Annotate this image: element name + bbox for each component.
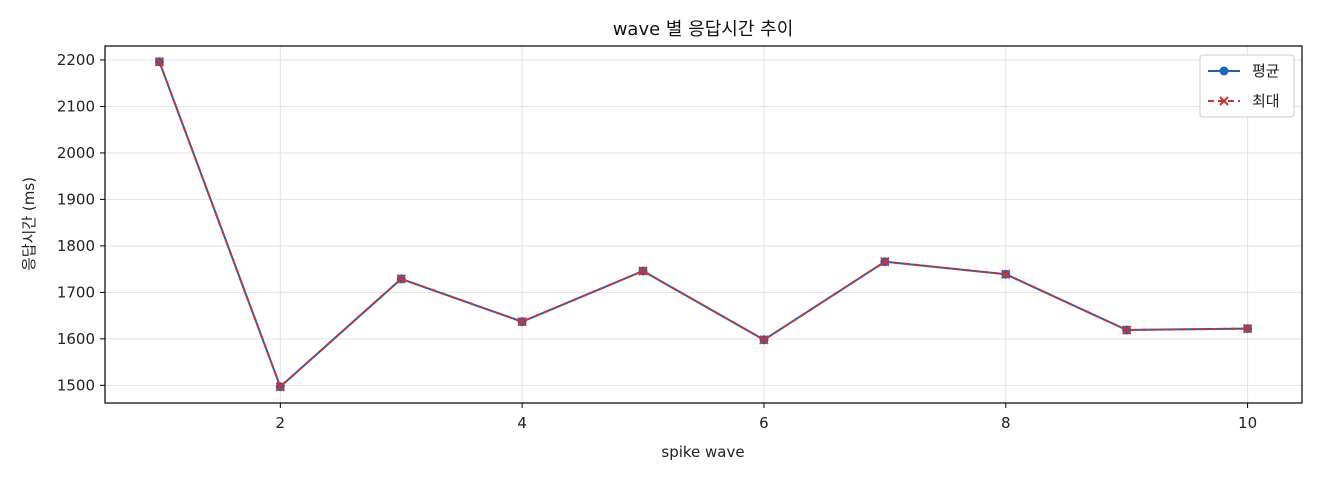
x-tick-label: 10 (1238, 414, 1257, 432)
data-point (396, 274, 406, 284)
y-tick-label: 1800 (57, 237, 95, 255)
y-axis-ticks: 1500 1600 1700 1800 1900 2000 2100 2200 (57, 51, 105, 394)
data-point (1242, 323, 1253, 334)
data-point (517, 316, 527, 327)
y-tick-label: 1700 (57, 283, 95, 301)
y-tick-label: 1900 (57, 190, 95, 208)
legend-label: 최대 (1252, 92, 1280, 110)
y-tick-label: 1500 (57, 376, 95, 394)
x-tick-label: 6 (759, 414, 769, 432)
series-layer (154, 57, 1253, 392)
y-tick-label: 2000 (57, 144, 95, 162)
data-point (1001, 269, 1011, 279)
legend-box (1199, 54, 1295, 118)
data-point (154, 57, 165, 67)
legend-item: 평균 (1208, 62, 1280, 80)
chart-title: wave 별 응답시간 추이 (613, 19, 794, 40)
data-point (1121, 325, 1132, 335)
x-axis-ticks: 2 4 6 8 10 (276, 403, 1257, 432)
x-tick-label: 8 (1001, 414, 1011, 432)
y-tick-label: 1600 (57, 330, 95, 348)
data-point (759, 335, 769, 345)
y-tick-label: 2100 (57, 97, 95, 115)
x-tick-label: 2 (276, 414, 286, 432)
data-point (638, 266, 648, 276)
data-point (880, 256, 890, 267)
x-tick-label: 4 (517, 414, 527, 432)
series-line (158, 61, 1248, 388)
plot-frame (104, 45, 1303, 404)
legend-marker (1219, 66, 1229, 76)
x-axis-label: spike wave (661, 443, 744, 461)
data-point (275, 382, 286, 392)
series-2 (154, 57, 1253, 392)
y-tick-label: 2200 (57, 51, 95, 69)
y-axis-label: 응답시간 (ms) (20, 177, 38, 271)
grid (105, 46, 1302, 403)
legend-label: 평균 (1252, 62, 1280, 80)
legend-item: 최대 (1208, 92, 1280, 110)
